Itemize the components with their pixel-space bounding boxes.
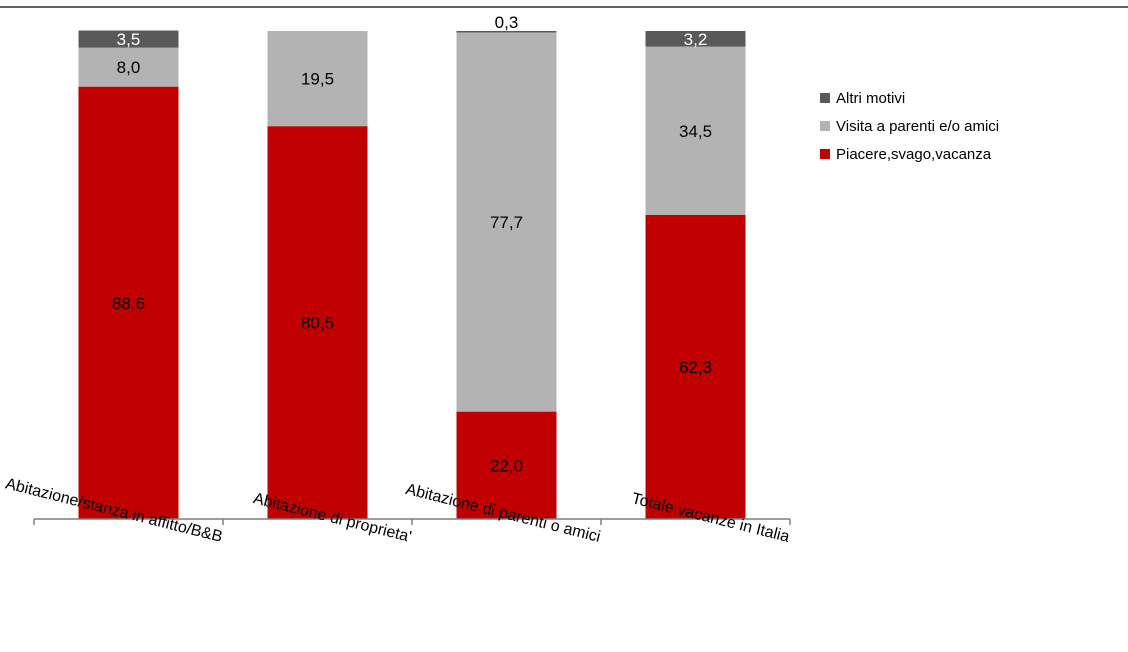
data-label-2-cat-2: 19,5 [301, 70, 334, 89]
bar-segment-3-cat-1 [78, 30, 179, 48]
bar-segment-3-cat-4 [645, 31, 746, 47]
legend-swatch-2 [820, 121, 830, 131]
bars-group: 88,6 8,0 3,5 80,5 19,5 22,0 77,7 0,3 62,3 34,5 3,2 [78, 13, 746, 519]
data-label-1-cat-4: 62,3 [679, 358, 712, 377]
legend-label-3: Piacere,svago,vacanza [836, 146, 992, 163]
bar-segment-3-cat-3 [456, 31, 557, 33]
data-label-3-cat-3: 0,3 [495, 13, 519, 32]
data-label-2-cat-4: 34,5 [679, 122, 712, 141]
bar-segment-2-cat-4 [645, 46, 746, 215]
bar-segment-1-cat-3 [456, 411, 557, 519]
data-label-1-cat-1: 88,6 [112, 294, 145, 313]
data-label-1-cat-2: 80,5 [301, 314, 334, 333]
bar-segment-2-cat-2 [267, 31, 368, 127]
bar-segment-1-cat-2 [267, 126, 368, 519]
data-label-2-cat-3: 77,7 [490, 213, 523, 232]
bar-segment-1-cat-1 [78, 86, 179, 519]
bar-segment-1-cat-4 [645, 214, 746, 519]
data-label-3-cat-4: 3,2 [684, 30, 708, 49]
legend-label-2: Visita a parenti e/o amici [836, 118, 999, 135]
legend-swatch-1 [820, 93, 830, 103]
data-label-3-cat-1: 3,5 [117, 30, 141, 49]
legend-swatch-3 [820, 149, 830, 159]
legend-label-1: Altri motivi [836, 90, 905, 107]
legend: Altri motivi Visita a parenti e/o amici Pi… [820, 90, 999, 163]
bar-segment-2-cat-3 [456, 32, 557, 412]
data-label-1-cat-3: 22,0 [490, 456, 523, 475]
bar-segment-2-cat-1 [78, 47, 179, 87]
data-label-2-cat-1: 8,0 [117, 58, 141, 77]
